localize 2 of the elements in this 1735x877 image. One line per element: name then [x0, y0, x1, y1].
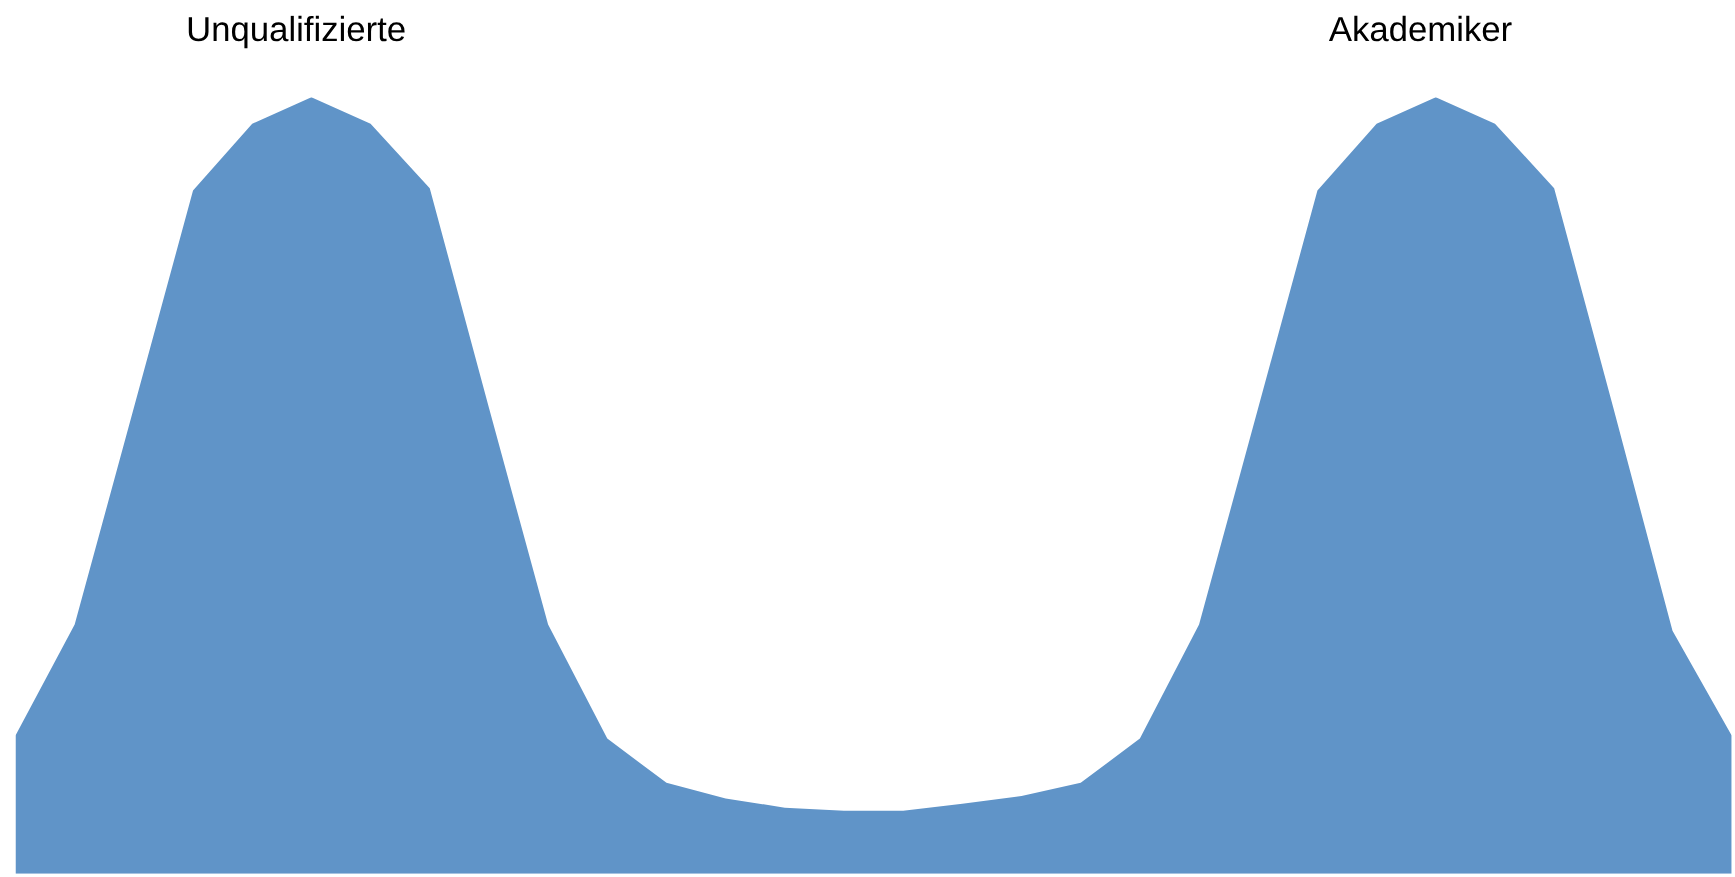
text: Unqualifizierte	[188, 15, 405, 49]
text: Akademiker	[1328, 15, 1512, 42]
